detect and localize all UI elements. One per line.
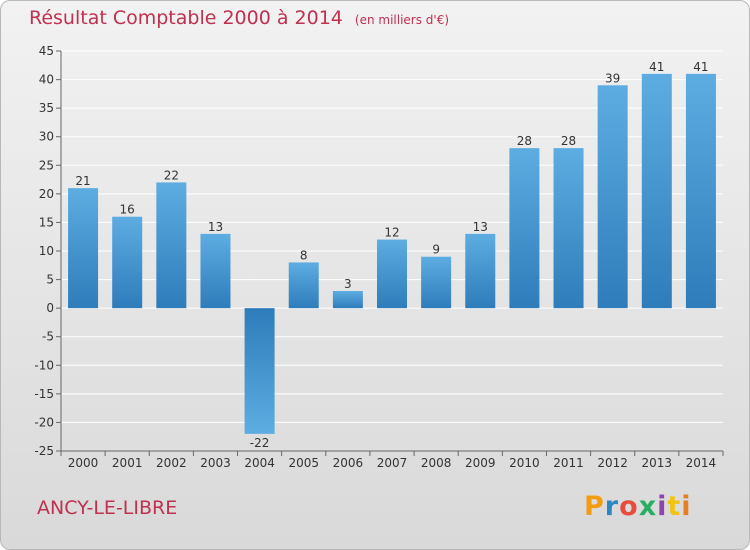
x-tick-label: 2003 <box>200 456 231 470</box>
data-label: 28 <box>561 134 576 148</box>
data-label: 41 <box>649 60 664 74</box>
x-tick-label: 2006 <box>333 456 364 470</box>
x-tick-label: 2008 <box>421 456 452 470</box>
data-label: 8 <box>300 248 308 262</box>
logo-letter: P <box>584 491 605 522</box>
x-tick-label: 2009 <box>465 456 496 470</box>
x-tick-label: 2011 <box>553 456 584 470</box>
y-tick-label: -25 <box>34 444 54 458</box>
bar <box>200 233 231 309</box>
bars <box>68 73 716 434</box>
bar <box>509 148 540 309</box>
data-label: 3 <box>344 277 352 291</box>
data-label: 9 <box>432 243 440 257</box>
logo-letter: i <box>681 491 692 522</box>
data-label: 39 <box>605 71 620 85</box>
bar <box>332 291 363 309</box>
bar <box>641 73 672 309</box>
data-label: 13 <box>473 220 488 234</box>
title-row: Résultat Comptable 2000 à 2014 (en milli… <box>29 7 449 29</box>
bar <box>421 256 452 309</box>
x-tick-label: 2012 <box>597 456 628 470</box>
bar <box>288 262 319 309</box>
y-tick-label: -5 <box>42 330 54 344</box>
y-tick-label: -20 <box>34 415 54 429</box>
y-tick-label: 25 <box>39 158 54 172</box>
data-label: 28 <box>517 134 532 148</box>
bar <box>597 85 628 309</box>
bar <box>685 73 716 309</box>
logo-letter: i <box>657 491 668 522</box>
y-tick-label: 10 <box>39 244 54 258</box>
x-tick-label: 2005 <box>288 456 319 470</box>
x-tick-label: 2000 <box>68 456 99 470</box>
logo-letter: o <box>619 491 639 522</box>
x-tick-label: 2010 <box>509 456 540 470</box>
y-tick-label: 30 <box>39 130 54 144</box>
bar <box>112 216 143 309</box>
y-tick-label: -15 <box>34 387 54 401</box>
bar <box>68 188 99 309</box>
y-tick-label: 45 <box>39 44 54 58</box>
proxiti-logo: Proxiti <box>584 491 692 522</box>
data-label: 12 <box>384 226 399 240</box>
data-label: 13 <box>208 220 223 234</box>
y-axis-ticks: 45 40 35 30 25 20 15 10 5 0 -5 -10 -15 -20 -25 <box>34 44 61 458</box>
chart-title: Résultat Comptable 2000 à 2014 <box>29 7 343 29</box>
logo-letter: r <box>604 491 620 522</box>
x-axis-ticks: 2000 2001 2002 2003 2004 2005 2006 2007 2008 2009… <box>60 451 724 470</box>
data-label: 21 <box>75 174 90 188</box>
bar <box>377 239 407 309</box>
commune-name: ANCY-LE-LIBRE <box>37 497 178 519</box>
data-label: -22 <box>250 436 270 450</box>
data-label: 22 <box>164 168 179 182</box>
data-label: 41 <box>693 60 708 74</box>
bar <box>156 182 187 309</box>
data-labels: 21 16 22 13 -22 8 3 12 9 13 28 28 39 41 41 <box>75 60 708 450</box>
bar <box>553 148 584 309</box>
bar <box>465 233 496 309</box>
data-label: 16 <box>120 203 135 217</box>
logo-letter: x <box>638 491 658 522</box>
logo-letter: t <box>667 491 682 522</box>
y-tick-label: -10 <box>34 358 54 372</box>
x-tick-label: 2013 <box>642 456 673 470</box>
x-tick-label: 2007 <box>377 456 408 470</box>
x-tick-label: 2002 <box>156 456 187 470</box>
y-tick-label: 15 <box>39 215 54 229</box>
y-tick-label: 0 <box>46 301 54 315</box>
y-tick-label: 35 <box>39 101 54 115</box>
bar <box>244 308 275 434</box>
y-tick-label: 5 <box>46 273 54 287</box>
y-tick-label: 40 <box>39 73 54 87</box>
x-tick-label: 2001 <box>112 456 143 470</box>
x-tick-label: 2014 <box>686 456 717 470</box>
y-tick-label: 20 <box>39 187 54 201</box>
chart-subtitle: (en milliers d'€) <box>354 13 450 27</box>
x-tick-label: 2004 <box>244 456 275 470</box>
